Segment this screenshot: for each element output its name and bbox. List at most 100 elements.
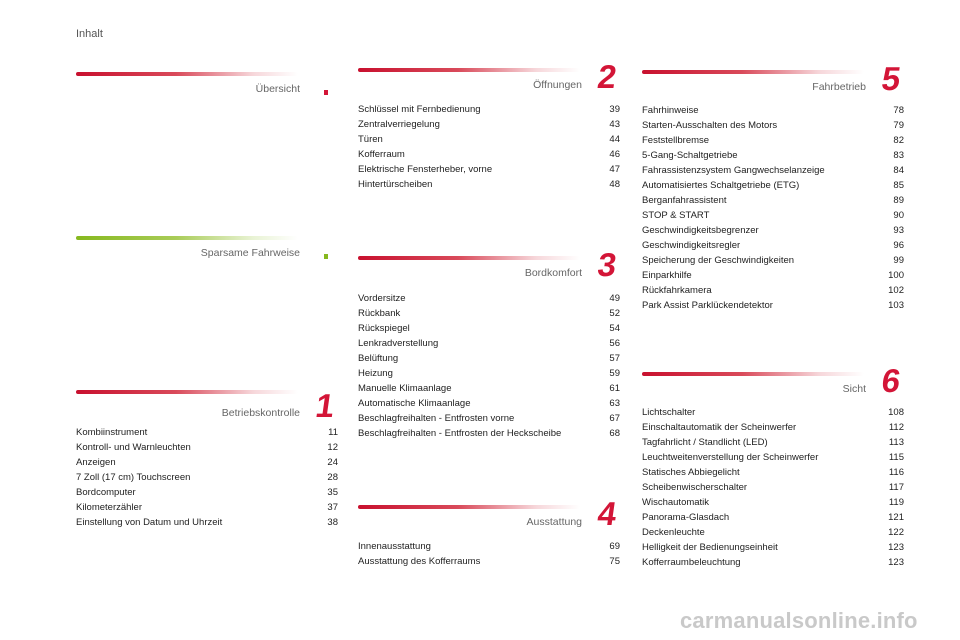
toc-entry[interactable]: Beschlagfreihalten - Entfrosten der Heck…: [358, 426, 620, 441]
section-bar: [642, 70, 864, 74]
toc-entry[interactable]: Panorama-Glasdach 121: [642, 510, 904, 525]
toc-entry-title: Innenausstattung: [358, 541, 431, 552]
toc-entry-title: Belüftung: [358, 353, 399, 364]
toc-entry[interactable]: Kofferraum 46: [358, 147, 620, 162]
toc-entry-page: 52: [609, 308, 620, 319]
toc-entry[interactable]: Bordcomputer 35: [76, 485, 338, 500]
toc-entry[interactable]: Helligkeit der Bedienungseinheit 123: [642, 540, 904, 555]
section-bar: [358, 68, 580, 72]
toc-entry[interactable]: Speicherung der Geschwindigkeiten 99: [642, 253, 904, 268]
section-title: Sparsame Fahrweise: [200, 247, 300, 259]
toc-entry-title: Fahrhinweise: [642, 105, 699, 116]
toc-entry[interactable]: Kombiinstrument 11: [76, 425, 338, 440]
toc-entry[interactable]: Innenausstattung 69: [358, 539, 620, 554]
toc-entry-page: 84: [893, 165, 904, 176]
toc-entry-title: Anzeigen: [76, 457, 116, 468]
toc-entry-title: Kilometerzähler: [76, 502, 142, 513]
toc-entry-page: 103: [888, 300, 904, 311]
toc-entry[interactable]: Türen 44: [358, 132, 620, 147]
toc-entry-title: Einparkhilfe: [642, 270, 692, 281]
toc-entry[interactable]: Deckenleuchte 122: [642, 525, 904, 540]
toc-entry[interactable]: Einschaltautomatik der Scheinwerfer 112: [642, 420, 904, 435]
section-number: 6: [879, 362, 903, 399]
toc-entry-title: Leuchtweitenverstellung der Scheinwerfer: [642, 452, 819, 463]
toc-entry[interactable]: Geschwindigkeitsregler 96: [642, 238, 904, 253]
toc-entry[interactable]: Starten-Ausschalten des Motors 79: [642, 118, 904, 133]
section-title: Fahrbetrieb: [812, 81, 866, 93]
toc-entry-title: Zentralverriegelung: [358, 119, 440, 130]
toc-entry-title: Lenkradverstellung: [358, 338, 439, 349]
toc-entry-title: Helligkeit der Bedienungseinheit: [642, 542, 778, 553]
toc-entry[interactable]: Fahrassistenzsystem Gangwechselanzeige 84: [642, 163, 904, 178]
toc-entry[interactable]: Kontroll- und Warnleuchten 12: [76, 440, 338, 455]
toc-entry[interactable]: Berganfahrassistent 89: [642, 193, 904, 208]
toc-entry[interactable]: Beschlagfreihalten - Entfrosten vorne 67: [358, 411, 620, 426]
toc-entry[interactable]: Anzeigen 24: [76, 455, 338, 470]
toc-entry-title: Automatische Klimaanlage: [358, 398, 471, 409]
toc-entry-title: STOP & START: [642, 210, 710, 221]
section-bar: [358, 505, 580, 509]
toc-entry-page: 96: [893, 240, 904, 251]
toc-entry[interactable]: Automatische Klimaanlage 63: [358, 396, 620, 411]
toc-entry[interactable]: Rückfahrkamera 102: [642, 283, 904, 298]
toc-entry-page: 38: [327, 517, 338, 528]
toc-entry-page: 89: [893, 195, 904, 206]
toc-entry-title: Kombiinstrument: [76, 427, 148, 438]
toc-entry[interactable]: Tagfahrlicht / Standlicht (LED) 113: [642, 435, 904, 450]
toc-entry[interactable]: Ausstattung des Kofferraums 75: [358, 554, 620, 569]
toc-entry[interactable]: Geschwindigkeitsbegrenzer 93: [642, 223, 904, 238]
toc-entry-title: Statisches Abbiegelicht: [642, 467, 740, 478]
toc-entry[interactable]: Leuchtweitenverstellung der Scheinwerfer…: [642, 450, 904, 465]
toc-entry-title: Scheibenwischerschalter: [642, 482, 748, 493]
toc-entry[interactable]: Belüftung 57: [358, 351, 620, 366]
toc-entry[interactable]: Feststellbremse 82: [642, 133, 904, 148]
toc-entry-page: 100: [888, 270, 904, 281]
toc-entry-page: 28: [327, 472, 338, 483]
toc-entry[interactable]: Lenkradverstellung 56: [358, 336, 620, 351]
toc-entry[interactable]: Scheibenwischerschalter 117: [642, 480, 904, 495]
toc-list: Fahrhinweise 78 Starten-Ausschalten des Mo…: [642, 103, 904, 313]
toc-entry[interactable]: Fahrhinweise 78: [642, 103, 904, 118]
toc-entry-title: Einstellung von Datum und Uhrzeit: [76, 517, 223, 528]
toc-entry[interactable]: 7 Zoll (17 cm) Touchscreen 28: [76, 470, 338, 485]
toc-entry[interactable]: Hintertürscheiben 48: [358, 177, 620, 192]
toc-entry-page: 121: [888, 512, 904, 523]
toc-entry[interactable]: STOP & START 90: [642, 208, 904, 223]
toc-entry-title: Geschwindigkeitsbegrenzer: [642, 225, 759, 236]
toc-entry-title: Heizung: [358, 368, 393, 379]
toc-entry-title: Tagfahrlicht / Standlicht (LED): [642, 437, 768, 448]
toc-entry[interactable]: Manuelle Klimaanlage 61: [358, 381, 620, 396]
toc-entry-page: 37: [327, 502, 338, 513]
section-bar: [76, 72, 298, 76]
toc-entry[interactable]: Vordersitze 49: [358, 291, 620, 306]
toc-entry-page: 115: [888, 452, 904, 463]
toc-entry-title: Beschlagfreihalten - Entfrosten der Heck…: [358, 428, 562, 439]
toc-entry[interactable]: Automatisiertes Schaltgetriebe (ETG) 85: [642, 178, 904, 193]
toc-entry-title: Rückfahrkamera: [642, 285, 712, 296]
toc-entry[interactable]: Statisches Abbiegelicht 116: [642, 465, 904, 480]
toc-list: Schlüssel mit Fernbedienung 39 Zentralverr…: [358, 102, 620, 192]
section-title: Übersicht: [255, 83, 300, 95]
toc-entry[interactable]: Einstellung von Datum und Uhrzeit 38: [76, 515, 338, 530]
toc-entry[interactable]: Park Assist Parklückendetektor 103: [642, 298, 904, 313]
toc-entry[interactable]: Rückbank 52: [358, 306, 620, 321]
toc-entry[interactable]: Lichtschalter 108: [642, 405, 904, 420]
toc-entry[interactable]: Zentralverriegelung 43: [358, 117, 620, 132]
toc-entry[interactable]: 5-Gang-Schaltgetriebe 83: [642, 148, 904, 163]
section-bar: [76, 390, 298, 394]
toc-entry[interactable]: Schlüssel mit Fernbedienung 39: [358, 102, 620, 117]
toc-entry[interactable]: Einparkhilfe 100: [642, 268, 904, 283]
toc-entry[interactable]: Rückspiegel 54: [358, 321, 620, 336]
toc-entry-page: 78: [893, 105, 904, 116]
toc-entry-title: Vordersitze: [358, 293, 406, 304]
toc-entry[interactable]: Wischautomatik 119: [642, 495, 904, 510]
toc-entry[interactable]: Kilometerzähler 37: [76, 500, 338, 515]
toc-entry[interactable]: Kofferraumbeleuchtung 123: [642, 555, 904, 570]
toc-entry[interactable]: Elektrische Fensterheber, vorne 47: [358, 162, 620, 177]
toc-entry-title: Berganfahrassistent: [642, 195, 727, 206]
toc-entry-page: 83: [893, 150, 904, 161]
toc-entry-title: Geschwindigkeitsregler: [642, 240, 741, 251]
toc-entry-title: Ausstattung des Kofferraums: [358, 556, 481, 567]
toc-entry-title: Automatisiertes Schaltgetriebe (ETG): [642, 180, 800, 191]
toc-entry[interactable]: Heizung 59: [358, 366, 620, 381]
